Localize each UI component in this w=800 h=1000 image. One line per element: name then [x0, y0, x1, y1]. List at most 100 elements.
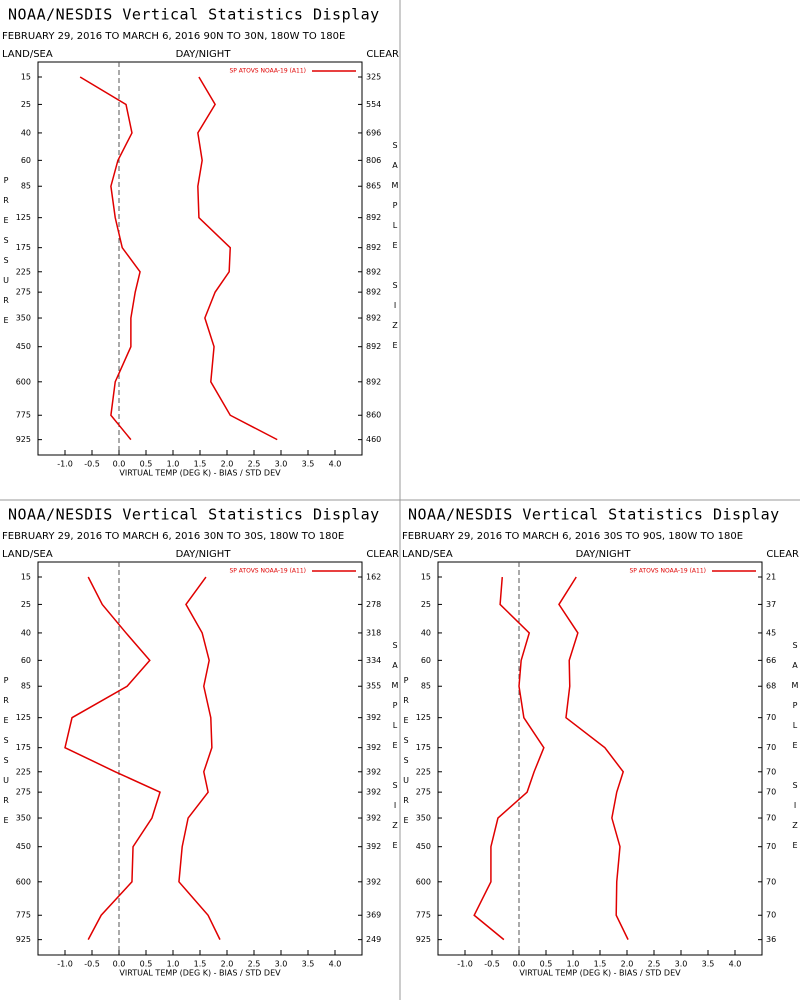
sample-size: 66: [766, 656, 776, 665]
y2-axis-label: SAMPLE SIZE: [391, 141, 400, 361]
y2-axis-label: SAMPLE SIZE: [391, 641, 400, 861]
profile-line: [558, 576, 629, 940]
y-tick-label: 275: [16, 788, 31, 797]
y-tick-label: 85: [21, 182, 31, 191]
sample-size: 554: [366, 100, 381, 109]
y-tick-label: 350: [16, 814, 31, 823]
y-tick-label: 175: [16, 743, 31, 752]
chart-title: NOAA/NESDIS Vertical Statistics Display: [8, 506, 380, 524]
sample-size: 70: [766, 713, 776, 722]
sample-size: 68: [766, 682, 776, 691]
x-tick-label: 3.0: [675, 960, 688, 969]
sample-size: 37: [766, 600, 776, 609]
header-left: LAND/SEA: [2, 49, 53, 60]
sample-size: 392: [366, 767, 381, 776]
panel: NOAA/NESDIS Vertical Statistics Display F…: [402, 506, 800, 978]
profile-line: [178, 576, 221, 940]
sample-size: 892: [366, 377, 381, 386]
sample-size: 696: [366, 128, 381, 137]
y-tick-label: 85: [421, 682, 431, 691]
x-tick-label: 2.5: [648, 960, 661, 969]
y-tick-label: 925: [16, 935, 31, 944]
sample-size: 162: [366, 573, 381, 582]
chart-title: NOAA/NESDIS Vertical Statistics Display: [8, 6, 380, 24]
y-tick-label: 225: [16, 267, 31, 276]
y-tick-label: 175: [16, 243, 31, 252]
x-tick-label: 1.5: [194, 460, 207, 469]
panel: NOAA/NESDIS Vertical Statistics Display F…: [2, 6, 400, 478]
y-axis-label: PRESSURE: [402, 676, 411, 836]
sample-size: 392: [366, 814, 381, 823]
y-tick-label: 125: [16, 713, 31, 722]
sample-size: 369: [366, 911, 381, 920]
sample-size: 392: [366, 713, 381, 722]
sample-size: 70: [766, 767, 776, 776]
profile-line: [473, 576, 545, 941]
header-center: DAY/NIGHT: [576, 549, 632, 560]
plot-frame: [437, 561, 763, 956]
chart-title: NOAA/NESDIS Vertical Statistics Display: [408, 506, 780, 524]
y-tick-label: 60: [21, 656, 31, 665]
x-tick-label: -1.0: [457, 960, 473, 969]
x-tick-label: -0.5: [84, 460, 100, 469]
sample-size: 334: [366, 656, 381, 665]
y-tick-label: 15: [21, 573, 31, 582]
x-tick-label: -0.5: [484, 960, 500, 969]
y-tick-label: 450: [16, 342, 31, 351]
x-axis-label: VIRTUAL TEMP (DEG K) - BIAS / STD DEV: [519, 969, 681, 978]
x-tick-label: 1.0: [567, 960, 580, 969]
x-tick-label: 3.5: [302, 960, 315, 969]
sample-size: 865: [366, 182, 381, 191]
y-tick-label: 600: [16, 377, 31, 386]
profile-line: [64, 576, 161, 940]
x-tick-label: 3.5: [302, 460, 315, 469]
sample-size: 70: [766, 814, 776, 823]
sample-size: 892: [366, 243, 381, 252]
y-tick-label: 775: [16, 411, 31, 420]
x-tick-label: 2.0: [221, 460, 234, 469]
sample-size: 70: [766, 743, 776, 752]
x-tick-label: 3.0: [275, 460, 288, 469]
y-tick-label: 25: [421, 600, 431, 609]
sample-size: 21: [766, 573, 776, 582]
y-tick-label: 600: [416, 877, 431, 886]
sample-size: 392: [366, 842, 381, 851]
legend-label: SP ATOVS NOAA-19 (A11): [229, 568, 306, 575]
x-tick-label: 2.5: [248, 960, 261, 969]
x-tick-label: 2.0: [621, 960, 634, 969]
panel: NOAA/NESDIS Vertical Statistics Display F…: [2, 506, 400, 978]
sample-size: 392: [366, 877, 381, 886]
sample-size: 36: [766, 935, 776, 944]
sample-size: 806: [366, 156, 381, 165]
header-left: LAND/SEA: [2, 549, 53, 560]
plot-frame: [37, 61, 363, 456]
profile-line: [79, 76, 141, 441]
x-tick-label: -0.5: [84, 960, 100, 969]
header-right: CLEAR: [366, 549, 399, 560]
y-tick-label: 225: [16, 767, 31, 776]
x-tick-label: 4.0: [329, 460, 342, 469]
y-tick-label: 175: [416, 743, 431, 752]
x-tick-label: 0.0: [513, 960, 526, 969]
x-axis-label: VIRTUAL TEMP (DEG K) - BIAS / STD DEV: [119, 969, 281, 978]
legend-label: SP ATOVS NOAA-19 (A11): [629, 568, 706, 575]
sample-size: 355: [366, 682, 381, 691]
y-axis-label: PRESSURE: [2, 676, 11, 836]
legend-label: SP ATOVS NOAA-19 (A11): [229, 68, 306, 75]
sample-size: 70: [766, 842, 776, 851]
x-tick-label: 0.5: [140, 960, 153, 969]
y-axis-label: PRESSURE: [2, 176, 11, 336]
y-tick-label: 450: [416, 842, 431, 851]
y-tick-label: 15: [21, 73, 31, 82]
header-center: DAY/NIGHT: [176, 49, 232, 60]
sample-size: 318: [366, 628, 381, 637]
header-center: DAY/NIGHT: [176, 549, 232, 560]
sample-size: 860: [366, 411, 381, 420]
y-tick-label: 25: [21, 100, 31, 109]
profile-line: [197, 76, 278, 441]
sample-size: 325: [366, 73, 381, 82]
subtitle: FEBRUARY 29, 2016 TO MARCH 6, 2016 30N T…: [2, 531, 344, 542]
y-tick-label: 775: [16, 911, 31, 920]
sample-size: 70: [766, 877, 776, 886]
y-tick-label: 225: [416, 767, 431, 776]
